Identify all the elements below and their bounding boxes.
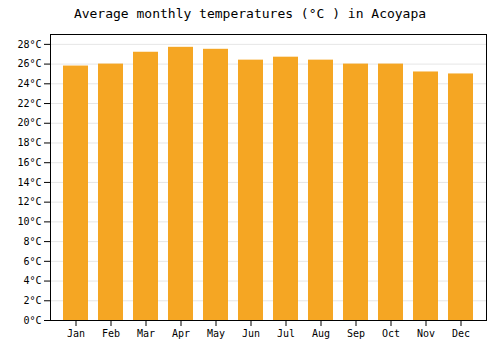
svg-text:10°C: 10°C (17, 216, 41, 227)
svg-text:18°C: 18°C (17, 137, 41, 148)
svg-text:0°C: 0°C (23, 315, 41, 326)
svg-text:8°C: 8°C (23, 236, 41, 247)
svg-text:16°C: 16°C (17, 157, 41, 168)
svg-text:Mar: Mar (137, 328, 155, 339)
svg-text:Sep: Sep (347, 328, 365, 339)
svg-text:26°C: 26°C (17, 58, 41, 69)
svg-text:22°C: 22°C (17, 98, 41, 109)
svg-text:24°C: 24°C (17, 78, 41, 89)
svg-text:20°C: 20°C (17, 117, 41, 128)
svg-text:Feb: Feb (102, 328, 120, 339)
svg-text:Oct: Oct (382, 328, 400, 339)
html-text:Average monthly temperatures (: Average monthly temperatures (°C ) in Ac… (73, 6, 427, 21)
svg-text:Jan: Jan (67, 328, 85, 339)
svg-text:May: May (207, 328, 225, 339)
svg-text:28°C: 28°C (17, 39, 41, 50)
svg-text:Aug: Aug (312, 328, 330, 339)
svg-text:6°C: 6°C (23, 256, 41, 267)
svg-text:Jul: Jul (277, 328, 295, 339)
svg-text:4°C: 4°C (23, 275, 41, 286)
svg-text:Dec: Dec (452, 328, 470, 339)
svg-text:14°C: 14°C (17, 177, 41, 188)
svg-text:2°C: 2°C (23, 295, 41, 306)
svg-text:Apr: Apr (172, 328, 190, 339)
svg-text:12°C: 12°C (17, 196, 41, 207)
svg-text:Jun: Jun (242, 328, 260, 339)
svg-text:Nov: Nov (417, 328, 435, 339)
